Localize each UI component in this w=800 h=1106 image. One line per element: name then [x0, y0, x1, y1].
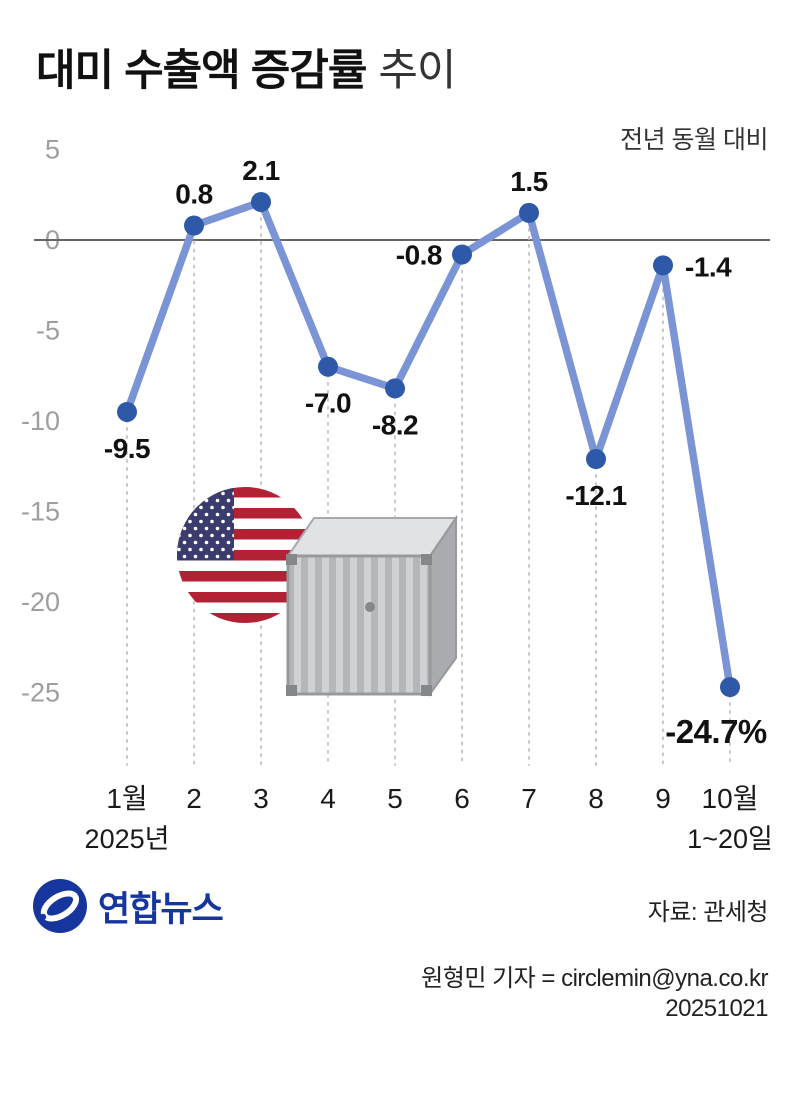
x-tick-label: 7 — [521, 783, 537, 814]
data-point-label: -9.5 — [104, 433, 150, 464]
y-tick-label: -10 — [21, 406, 60, 436]
data-point-label: -0.8 — [396, 239, 442, 270]
x-tick-label: 8 — [588, 783, 604, 814]
x-tick-label: 3 — [253, 783, 269, 814]
x-sub-label-year: 2025년 — [85, 824, 170, 854]
data-point-label: 1.5 — [510, 166, 547, 197]
yonhap-logo: 연합뉴스 — [30, 876, 224, 936]
y-tick-label: -15 — [21, 497, 60, 527]
data-point-dot — [318, 356, 338, 377]
yonhap-logo-text: 연합뉴스 — [98, 889, 224, 929]
yonhap-logo-icon — [33, 879, 87, 933]
data-point-dot — [653, 255, 673, 276]
data-point-dot — [184, 215, 204, 236]
x-tick-label: 10월 — [702, 783, 759, 814]
reporter-credit: 원형민 기자 = circlemin@yna.co.kr — [421, 965, 768, 992]
data-point-label: -8.2 — [372, 409, 418, 440]
series-line — [123, 198, 734, 691]
x-tick-label: 9 — [655, 783, 671, 814]
data-point-dot — [519, 202, 539, 223]
page-title-sub: 추이 — [378, 47, 456, 95]
y-tick-label: -20 — [21, 587, 60, 617]
data-point-label: -24.7% — [665, 713, 767, 750]
data-point-dot — [117, 401, 137, 422]
decoration-layer — [177, 487, 458, 698]
shipping-container-icon — [286, 514, 458, 698]
data-point-label: -12.1 — [565, 480, 626, 511]
line-chart: 50-5-10-15-20-25 — [21, 135, 773, 855]
data-point-label: -1.4 — [685, 251, 732, 282]
y-tick-label: -5 — [36, 316, 60, 346]
series-layer: -9.5 0.8 2.1 -7.0 -8.2 -0.8 1.5 -12.1 -1.4 -24.7%… — [85, 155, 773, 854]
source-credit: 자료: 관세청 — [647, 899, 769, 926]
chart-note: 전년 동월 대비 — [620, 126, 768, 154]
data-point-dot — [452, 244, 472, 265]
data-point-dot — [586, 449, 606, 470]
x-tick-label: 2 — [186, 783, 202, 814]
x-tick-label: 4 — [320, 783, 336, 814]
data-point-dot — [385, 378, 405, 399]
y-tick-label: 5 — [45, 135, 60, 165]
data-point-label: -7.0 — [305, 388, 351, 419]
data-point-dot — [251, 191, 271, 212]
data-point-dot — [720, 677, 740, 698]
x-sub-label-period: 1~20일 — [687, 824, 773, 854]
data-point-label: 2.1 — [242, 155, 279, 186]
x-tick-label: 6 — [454, 783, 470, 814]
page-title-main: 대미 수출액 증감률 — [36, 47, 367, 95]
publish-date: 20251021 — [665, 995, 768, 1022]
x-tick-label: 5 — [387, 783, 403, 814]
data-point-label: 0.8 — [175, 179, 212, 210]
x-tick-label: 1월 — [106, 783, 147, 814]
page-title: 대미 수출액 증감률 추이 — [36, 36, 457, 98]
y-tick-label: -25 — [21, 678, 60, 708]
